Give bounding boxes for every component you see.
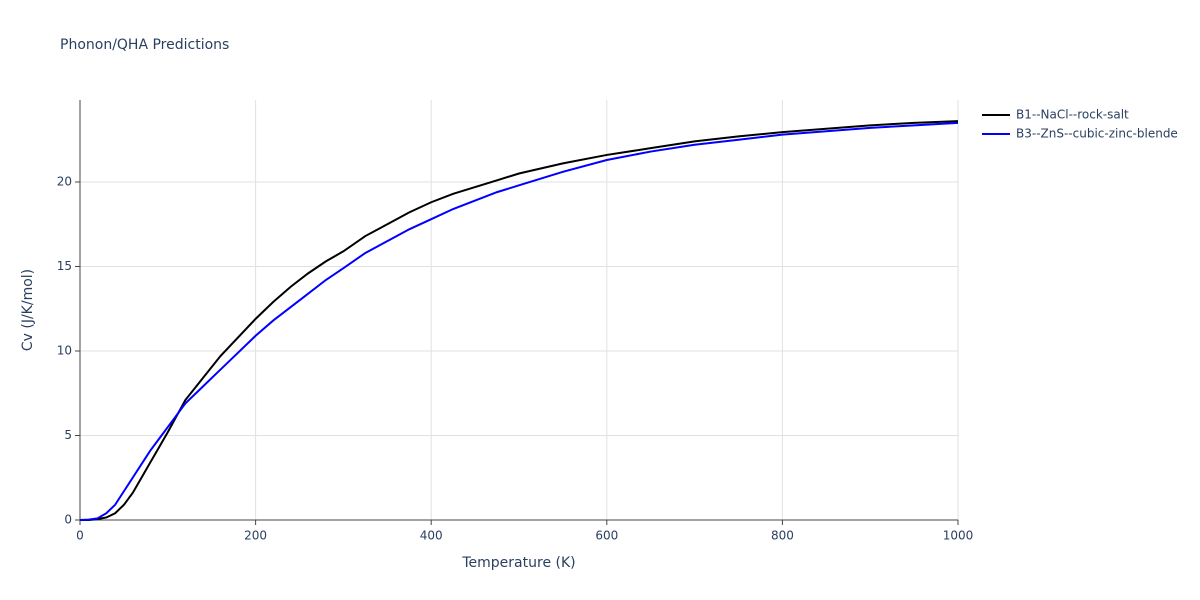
y-tick-label: 10 bbox=[57, 343, 72, 357]
x-tick-label: 200 bbox=[244, 529, 267, 543]
x-axis-title: Temperature (K) bbox=[461, 555, 575, 571]
y-tick-label: 5 bbox=[64, 428, 72, 442]
y-tick-label: 15 bbox=[57, 259, 72, 273]
legend-label: B3--ZnS--cubic-zinc-blende bbox=[1016, 127, 1178, 141]
legend-label: B1--NaCl--rock-salt bbox=[1016, 108, 1129, 122]
x-tick-label: 600 bbox=[595, 529, 618, 543]
plot-area bbox=[79, 120, 959, 521]
legend: B1--NaCl--rock-salt B3--ZnS--cubic-zinc-b… bbox=[982, 108, 1178, 141]
chart-title: Phonon/QHA Predictions bbox=[60, 37, 229, 53]
x-tick-label: 0 bbox=[76, 529, 84, 543]
series-line bbox=[80, 120, 959, 521]
y-axis-title: Cv (J/K/mol) bbox=[20, 269, 36, 351]
x-tick-label: 800 bbox=[771, 529, 794, 543]
y-tick-label: 20 bbox=[57, 174, 72, 188]
x-tick-label: 400 bbox=[420, 529, 443, 543]
y-tick-label: 0 bbox=[64, 513, 72, 527]
series-line bbox=[79, 121, 959, 521]
x-tick-label: 1000 bbox=[943, 529, 974, 543]
grid: 0 200 400 600 800 1000 0 5 10 15 20 bbox=[57, 100, 974, 543]
